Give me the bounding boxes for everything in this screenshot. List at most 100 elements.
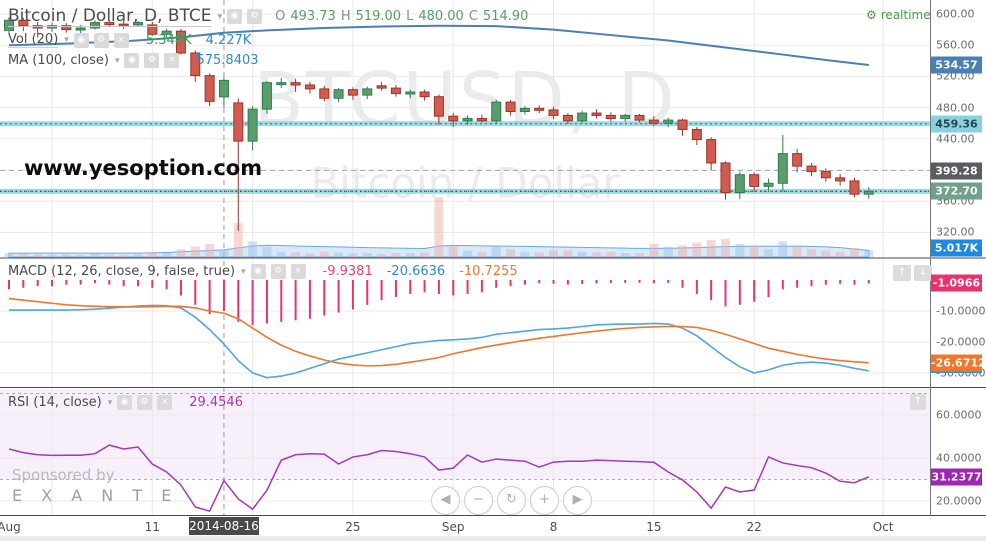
candlestick[interactable] xyxy=(835,177,846,182)
candlestick[interactable] xyxy=(276,82,287,86)
candlestick[interactable] xyxy=(519,107,530,112)
candlestick[interactable] xyxy=(777,153,788,184)
candlestick[interactable] xyxy=(4,19,14,31)
zoom-in-button[interactable]: + xyxy=(530,486,559,515)
candlestick[interactable] xyxy=(75,27,86,31)
close-icon[interactable]: × xyxy=(113,32,129,48)
candlestick[interactable] xyxy=(190,52,201,77)
candlestick[interactable] xyxy=(648,119,659,124)
zoom-out-button[interactable]: − xyxy=(464,486,493,515)
candlestick[interactable] xyxy=(218,79,229,98)
candlestick[interactable] xyxy=(534,107,545,111)
candlestick[interactable] xyxy=(175,30,186,54)
candlestick[interactable] xyxy=(161,30,172,35)
chevron-down-icon[interactable]: ▾ xyxy=(64,35,69,45)
candlestick[interactable] xyxy=(577,112,588,122)
volume-bar xyxy=(219,250,229,257)
candlestick[interactable] xyxy=(233,102,244,142)
macd-signal-line[interactable] xyxy=(8,297,869,367)
candlestick[interactable] xyxy=(734,174,745,194)
candlestick[interactable] xyxy=(863,190,874,195)
scroll-left-button[interactable]: ◀ xyxy=(431,486,460,515)
macd-line[interactable] xyxy=(9,304,869,379)
candlestick[interactable] xyxy=(405,91,416,95)
candlestick[interactable] xyxy=(247,108,258,142)
eye-icon[interactable]: ◉ xyxy=(124,53,140,68)
candlestick[interactable] xyxy=(419,91,430,98)
close-icon[interactable]: × xyxy=(157,395,173,410)
candlestick[interactable] xyxy=(749,174,760,187)
close-icon[interactable]: × xyxy=(164,53,180,68)
candlestick[interactable] xyxy=(204,75,215,102)
candlestick[interactable] xyxy=(448,115,459,122)
chevron-down-icon[interactable]: ▾ xyxy=(241,266,246,277)
candlestick[interactable] xyxy=(304,84,315,90)
chevron-down-icon[interactable]: ▾ xyxy=(107,397,113,408)
ma-indicator-label[interactable]: MA (100, close) xyxy=(8,53,109,68)
move-pane-up-button[interactable]: ↑ xyxy=(893,265,911,281)
chart-canvas[interactable] xyxy=(0,0,986,516)
close-icon[interactable]: × xyxy=(290,264,306,279)
candlestick[interactable] xyxy=(562,114,573,122)
volume-indicator-label[interactable]: Vol (20) xyxy=(8,32,59,48)
candlestick[interactable] xyxy=(548,109,559,116)
candlestick[interactable] xyxy=(347,89,358,96)
candlestick[interactable] xyxy=(677,119,688,130)
candlestick[interactable] xyxy=(806,165,817,173)
candlestick[interactable] xyxy=(505,101,516,112)
candlestick[interactable] xyxy=(476,118,487,122)
gear-icon[interactable]: ⚙ xyxy=(93,32,109,48)
eye-icon[interactable]: ◉ xyxy=(117,395,133,410)
eye-icon[interactable]: ◉ xyxy=(227,9,243,24)
volume-bar xyxy=(792,246,802,257)
volume-bar xyxy=(176,249,186,257)
candlestick[interactable] xyxy=(462,118,473,122)
candlestick[interactable] xyxy=(261,82,272,110)
bottom-scrollbar[interactable] xyxy=(0,536,986,541)
rsi-indicator-label[interactable]: RSI (14, close) xyxy=(8,395,102,410)
candlestick[interactable] xyxy=(18,19,29,27)
gear-icon[interactable]: ⚙ xyxy=(144,53,160,68)
candlestick[interactable] xyxy=(763,182,774,187)
reset-view-button[interactable]: ↻ xyxy=(497,486,526,515)
gear-icon[interactable]: ⚙ xyxy=(137,395,153,410)
candlestick[interactable] xyxy=(290,82,301,86)
candlestick[interactable] xyxy=(706,139,717,164)
symbol-title[interactable]: Bitcoin / Dollar, D, BTCE xyxy=(8,6,212,27)
candlestick[interactable] xyxy=(390,87,401,95)
candlestick[interactable] xyxy=(132,22,143,26)
macd-indicator-label[interactable]: MACD (12, 26, close, 9, false, true) xyxy=(8,264,236,279)
candlestick[interactable] xyxy=(620,114,631,120)
candlestick[interactable] xyxy=(319,88,330,99)
candlestick[interactable] xyxy=(720,162,731,194)
candlestick[interactable] xyxy=(61,25,72,31)
candlestick[interactable] xyxy=(333,89,344,99)
candlestick[interactable] xyxy=(376,85,387,89)
candlestick[interactable] xyxy=(820,171,831,179)
candlestick[interactable] xyxy=(691,128,702,141)
candlestick[interactable] xyxy=(433,96,444,117)
candlestick[interactable] xyxy=(849,180,860,195)
eye-icon[interactable]: ◉ xyxy=(250,264,266,279)
eye-icon[interactable]: ◉ xyxy=(73,32,89,48)
candlestick[interactable] xyxy=(89,22,100,29)
candlestick[interactable] xyxy=(362,88,373,96)
candlestick[interactable] xyxy=(634,114,645,121)
rsi-line[interactable] xyxy=(8,444,870,513)
candlestick[interactable] xyxy=(104,22,115,26)
candlestick[interactable] xyxy=(663,119,674,124)
gear-icon[interactable]: ⚙ xyxy=(247,9,263,24)
candlestick[interactable] xyxy=(147,24,158,35)
candlestick[interactable] xyxy=(491,101,502,122)
volume-bar xyxy=(477,251,487,257)
gear-icon[interactable]: ⚙ xyxy=(270,264,286,279)
ma-line[interactable] xyxy=(8,24,869,67)
chevron-down-icon[interactable]: ▾ xyxy=(217,11,223,22)
chevron-down-icon[interactable]: ▾ xyxy=(114,55,120,66)
move-pane-up-button[interactable]: ↑ xyxy=(910,394,926,410)
scroll-right-button[interactable]: ▶ xyxy=(563,486,592,515)
move-pane-down-button[interactable]: ↓ xyxy=(914,265,932,281)
candlestick[interactable] xyxy=(792,153,803,167)
candlestick[interactable] xyxy=(605,114,616,120)
candlestick[interactable] xyxy=(591,112,602,116)
